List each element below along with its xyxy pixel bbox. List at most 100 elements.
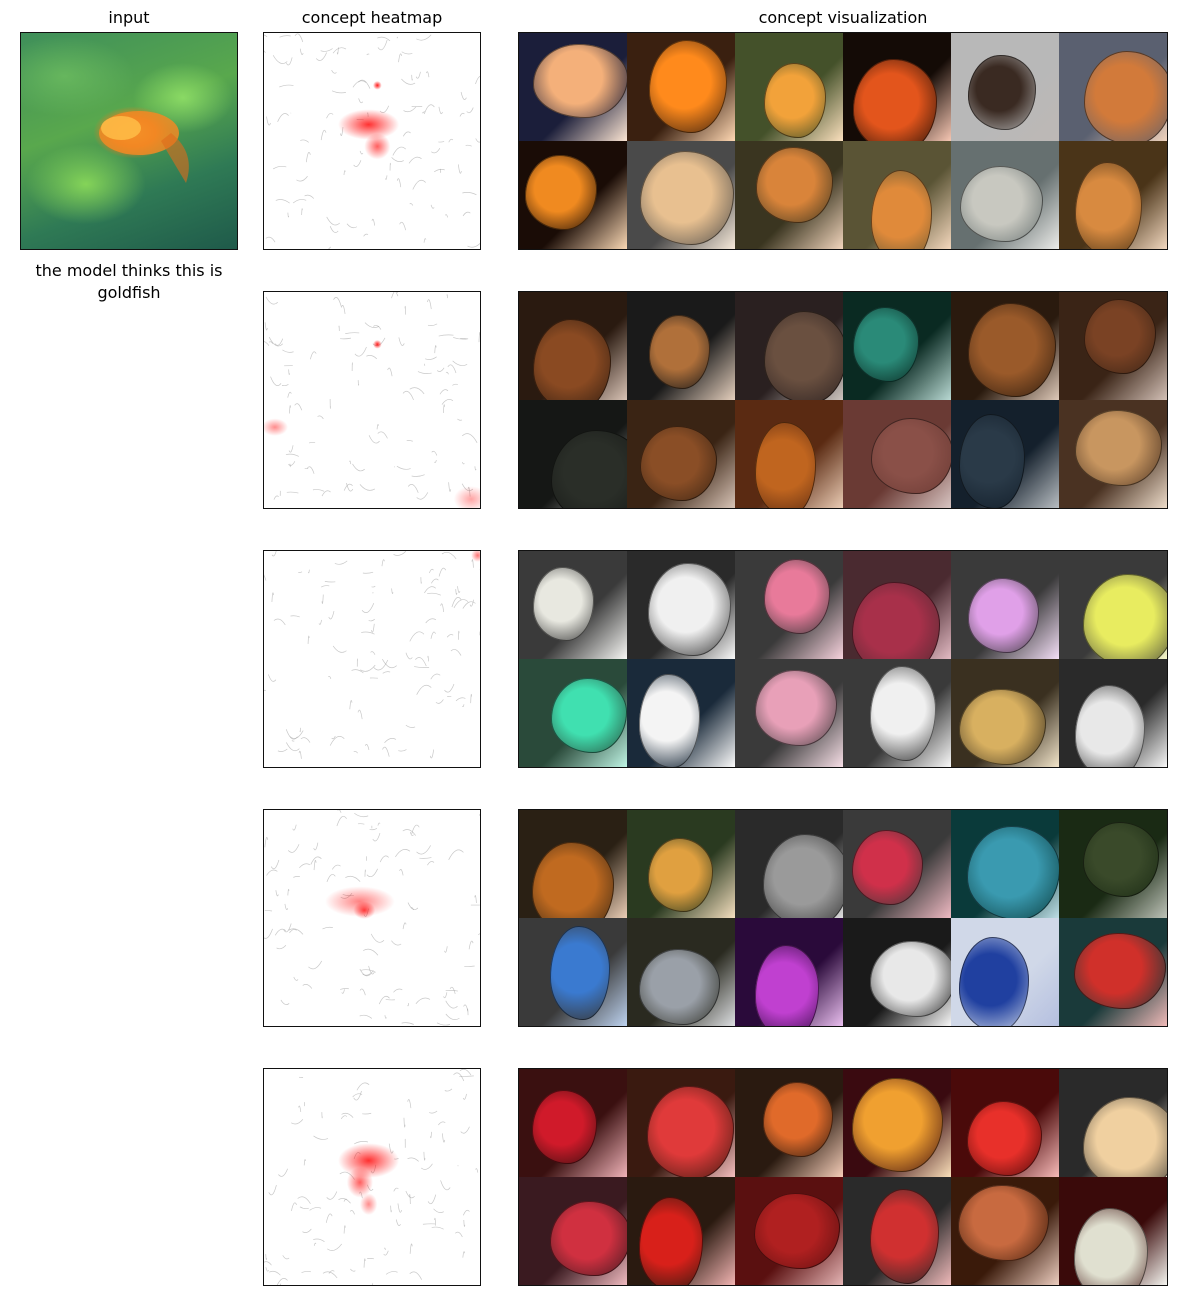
edge-line — [403, 106, 417, 113]
edge-line — [448, 138, 454, 143]
edge-line — [371, 623, 375, 633]
highlight-region — [524, 155, 597, 231]
edge-line — [350, 1268, 356, 1272]
edge-line — [443, 404, 445, 413]
heat-spot — [453, 486, 480, 508]
edge-line — [286, 491, 299, 494]
edge-line — [450, 649, 462, 656]
edge-line — [298, 571, 303, 573]
concept-tile-cyclists — [843, 810, 951, 918]
heat-spot — [373, 339, 382, 349]
edge-line — [431, 147, 441, 154]
edge-line — [308, 960, 323, 970]
edge-line — [288, 461, 296, 466]
edge-line — [360, 664, 376, 672]
edge-line — [363, 1258, 366, 1268]
edge-line — [265, 1267, 269, 1272]
highlight-region — [550, 1201, 627, 1277]
edge-line — [461, 433, 478, 443]
edge-line — [475, 76, 480, 85]
edge-line — [438, 567, 447, 577]
highlight-region — [1074, 410, 1163, 487]
edge-line — [411, 474, 425, 477]
edge-line — [449, 986, 456, 995]
edge-line — [383, 1250, 389, 1256]
edge-line — [436, 1022, 451, 1026]
highlight-region — [648, 40, 728, 134]
edge-line — [340, 337, 351, 340]
edge-line — [290, 615, 300, 618]
highlight-region — [550, 926, 611, 1021]
edge-line — [377, 36, 391, 42]
edge-line — [457, 586, 461, 593]
edge-line — [361, 603, 375, 613]
edge-line — [289, 929, 297, 934]
highlight-region — [1073, 1207, 1149, 1285]
edge-line — [268, 1185, 277, 1196]
edge-line — [354, 812, 369, 818]
highlight-region — [1074, 932, 1166, 1010]
edge-line — [459, 1075, 474, 1077]
edge-line — [370, 651, 376, 655]
highlight-region — [531, 1090, 597, 1165]
edge-line — [364, 744, 370, 750]
edge-line — [430, 204, 435, 209]
concept-tile-snake — [627, 918, 735, 1026]
edge-line — [478, 813, 480, 816]
edge-line — [384, 1247, 386, 1251]
edge-line — [461, 461, 465, 465]
edge-line — [369, 828, 378, 831]
edge-line — [391, 292, 399, 299]
edge-line — [345, 875, 361, 882]
heat-spot — [373, 80, 382, 90]
edge-line — [462, 601, 476, 609]
highlight-region — [959, 414, 1026, 508]
highlight-region — [764, 311, 843, 400]
edge-line — [310, 351, 317, 360]
edge-line — [463, 1004, 469, 1012]
highlight-region — [647, 838, 714, 913]
edge-line — [448, 482, 452, 492]
edge-line — [464, 965, 475, 967]
edge-line — [423, 104, 435, 115]
edge-line — [424, 586, 437, 594]
highlight-region — [1082, 822, 1159, 898]
highlight-region — [639, 949, 721, 1025]
edge-line — [405, 652, 413, 660]
edge-line — [270, 376, 282, 386]
edge-line — [458, 164, 462, 174]
edge-line — [445, 371, 449, 375]
highlight-region — [1084, 51, 1167, 141]
edge-line — [430, 631, 436, 639]
header-visualization: concept visualization — [758, 8, 928, 27]
highlight-region — [648, 315, 710, 390]
edge-line — [402, 390, 414, 400]
edge-line — [271, 592, 274, 602]
edge-line — [363, 233, 369, 237]
heatmap-concept-2 — [263, 291, 481, 509]
edge-line — [407, 1099, 412, 1109]
edge-line — [292, 824, 297, 831]
visualization-concept-1 — [518, 32, 1168, 250]
header-input: input — [108, 8, 150, 27]
edge-line — [463, 1209, 470, 1216]
edge-line — [362, 948, 379, 956]
edge-line — [291, 1202, 297, 1211]
edge-line — [326, 216, 340, 226]
edge-line — [358, 98, 364, 104]
edge-line — [264, 837, 269, 848]
edge-line — [419, 857, 432, 859]
highlight-region — [1075, 162, 1142, 249]
edge-line — [308, 442, 316, 444]
edge-line — [343, 483, 353, 491]
edge-line — [459, 112, 465, 117]
edge-line — [429, 1110, 438, 1114]
edge-line — [453, 337, 469, 340]
edge-line — [325, 1213, 333, 1223]
concept-tile-fireplace — [951, 33, 1059, 141]
edge-line — [393, 988, 403, 993]
edge-line — [474, 466, 477, 471]
edge-line — [446, 294, 448, 299]
edge-line — [279, 1026, 286, 1027]
edge-line — [446, 634, 454, 638]
